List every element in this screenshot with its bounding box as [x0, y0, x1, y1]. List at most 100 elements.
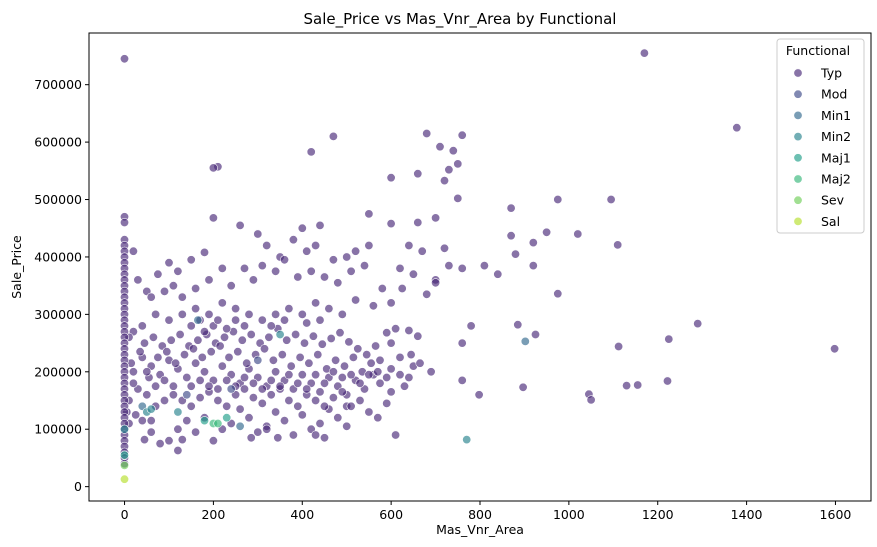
- legend-label-maj1: Maj1: [821, 150, 851, 165]
- data-point-typ: [191, 283, 201, 293]
- data-point-typ: [435, 142, 445, 152]
- data-point-typ: [297, 223, 307, 233]
- data-point-sev: [120, 460, 130, 470]
- data-point-typ: [217, 361, 227, 371]
- data-point-typ: [331, 355, 341, 365]
- data-point-typ: [168, 381, 178, 391]
- legend-box: [776, 38, 865, 234]
- x-axis-label: Mas_Vnr_Area: [436, 522, 524, 537]
- data-point-typ: [231, 304, 241, 314]
- data-point-typ: [302, 246, 312, 256]
- data-point-typ: [510, 249, 520, 259]
- data-point-typ: [395, 263, 405, 273]
- data-point-typ: [120, 218, 130, 228]
- data-point-typ: [439, 176, 449, 186]
- data-point-typ: [448, 146, 458, 156]
- data-point-typ: [664, 334, 674, 344]
- data-point-typ: [213, 315, 223, 325]
- data-point-typ: [226, 281, 236, 291]
- data-point-typ: [302, 384, 312, 394]
- data-point-typ: [326, 333, 336, 343]
- data-point-typ: [364, 370, 374, 380]
- data-point-typ: [279, 315, 289, 325]
- data-point-min2: [146, 404, 156, 414]
- data-point-typ: [240, 263, 250, 273]
- data-point-typ: [351, 246, 361, 256]
- x-tick-label: 1400: [731, 507, 763, 522]
- data-point-typ: [173, 424, 183, 434]
- data-point-typ: [359, 261, 369, 271]
- data-point-typ: [146, 427, 156, 437]
- data-point-typ: [231, 315, 241, 325]
- data-point-typ: [204, 381, 214, 391]
- data-point-typ: [614, 341, 624, 351]
- data-point-typ: [120, 54, 130, 64]
- data-point-typ: [208, 163, 218, 173]
- data-point-typ: [382, 372, 392, 382]
- data-point-typ: [131, 410, 141, 420]
- y-tick-label: 300000: [34, 307, 82, 322]
- data-point-typ: [613, 240, 623, 250]
- data-point-typ: [277, 350, 287, 360]
- data-point-typ: [404, 325, 414, 335]
- data-point-min2: [173, 407, 183, 417]
- data-point-typ: [319, 401, 329, 411]
- data-point-typ: [246, 329, 256, 339]
- data-point-typ: [513, 320, 523, 330]
- x-tick-label: 800: [468, 507, 492, 522]
- x-axis-ticks: 0 200 400 600 800 1000 1200 1400 1600: [121, 501, 851, 522]
- data-point-typ: [257, 398, 267, 408]
- data-point-typ: [137, 321, 147, 331]
- data-point-min1: [235, 421, 245, 431]
- data-point-typ: [140, 435, 150, 445]
- legend-title: Functional: [786, 43, 850, 58]
- data-point-typ: [175, 329, 185, 339]
- data-point-typ: [177, 292, 187, 302]
- y-tick-label: 600000: [34, 135, 82, 150]
- data-point-typ: [315, 315, 325, 325]
- data-point-typ: [333, 413, 343, 423]
- data-point-typ: [293, 401, 303, 411]
- data-point-typ: [364, 241, 374, 251]
- data-point-typ: [337, 372, 347, 382]
- data-point-typ: [375, 355, 385, 365]
- data-point-typ: [328, 367, 338, 377]
- data-point-typ: [382, 328, 392, 338]
- data-point-typ: [160, 286, 170, 296]
- data-point-sal: [120, 474, 130, 484]
- data-point-typ: [191, 304, 201, 314]
- data-point-typ: [324, 304, 334, 314]
- data-point-typ: [422, 129, 432, 139]
- data-point-typ: [217, 263, 227, 273]
- data-point-typ: [173, 266, 183, 276]
- data-point-typ: [240, 372, 250, 382]
- plot-area: [88, 32, 872, 502]
- data-point-typ: [479, 261, 489, 271]
- data-point-typ: [362, 350, 372, 360]
- data-point-typ: [297, 309, 307, 319]
- y-tick-label: 500000: [34, 192, 82, 207]
- data-point-typ: [288, 430, 298, 440]
- data-point-typ: [148, 332, 158, 342]
- data-point-typ: [830, 344, 840, 354]
- data-point-typ: [457, 338, 467, 348]
- data-point-typ: [146, 416, 156, 426]
- data-point-typ: [315, 418, 325, 428]
- data-point-typ: [295, 352, 305, 362]
- legend-marker-sal: [793, 216, 803, 226]
- legend-marker-maj2: [793, 174, 803, 184]
- data-point-typ: [286, 361, 296, 371]
- data-point-typ: [237, 335, 247, 345]
- y-axis-ticks: 0 100000 200000 300000 400000 500000 600000 700…: [34, 77, 89, 494]
- data-point-typ: [195, 393, 205, 403]
- data-point-typ: [151, 381, 161, 391]
- data-point-typ: [346, 266, 356, 276]
- data-point-typ: [493, 269, 503, 279]
- legend-marker-min1: [793, 110, 803, 120]
- data-point-min2: [462, 435, 472, 445]
- legend-marker-mod: [793, 89, 803, 99]
- data-point-typ: [268, 355, 278, 365]
- x-tick-label: 0: [121, 507, 129, 522]
- data-point-typ: [244, 309, 254, 319]
